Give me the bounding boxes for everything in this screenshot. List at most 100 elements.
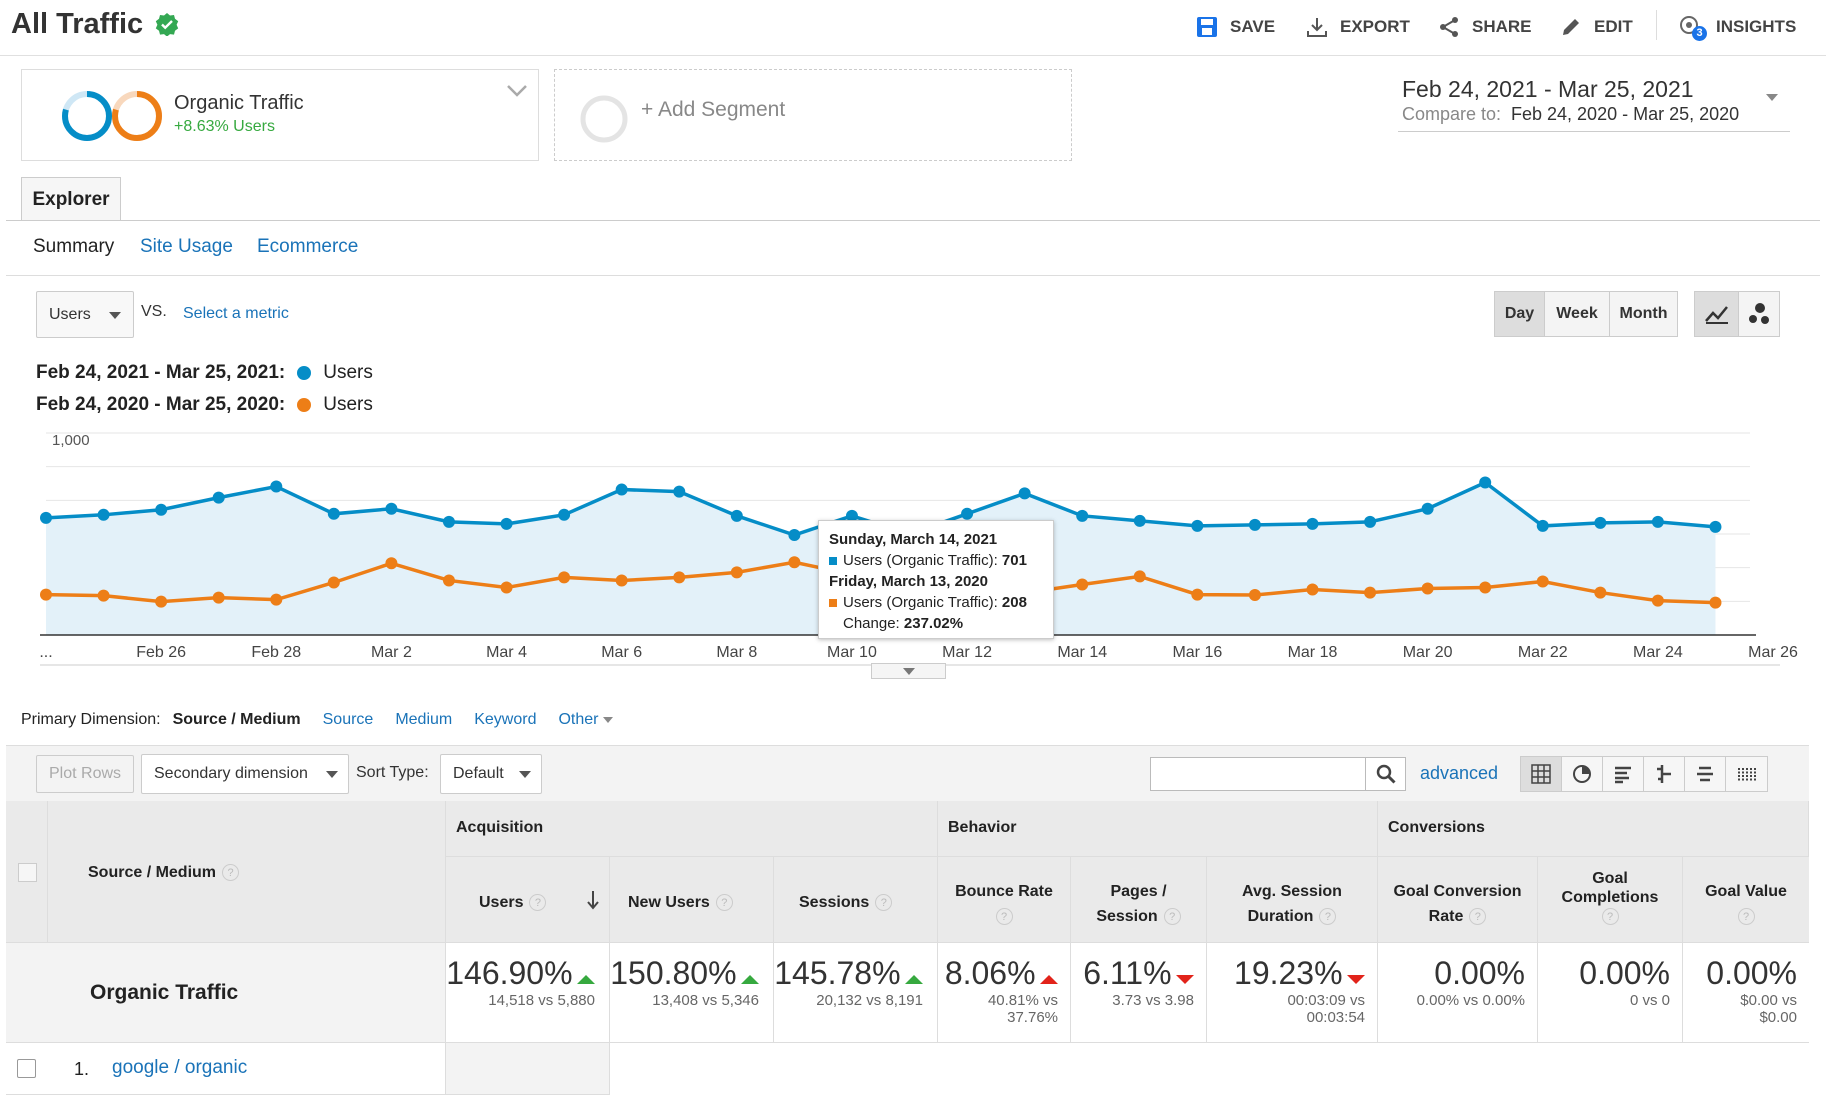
help-icon[interactable]: ?: [875, 894, 893, 912]
motion-chart-button[interactable]: [1738, 291, 1780, 337]
share-button[interactable]: SHARE: [1438, 12, 1532, 42]
legend-dot-blue-icon: [297, 366, 312, 380]
help-icon[interactable]: ?: [1469, 908, 1487, 926]
col-new-users-content: New Users?: [628, 894, 733, 912]
help-icon[interactable]: ?: [1737, 908, 1755, 926]
col-new-users[interactable]: New Users?: [610, 857, 774, 943]
line-chart-button[interactable]: [1694, 291, 1739, 337]
data-point: [1479, 581, 1492, 594]
y-tick-label: 1,000: [52, 432, 90, 449]
dimension-source-medium[interactable]: Source / Medium: [172, 711, 301, 728]
row-source-medium-link[interactable]: google / organic: [112, 1057, 248, 1078]
view-pie-button[interactable]: [1562, 757, 1603, 791]
summary-users-sub: 14,518 vs 5,880: [488, 992, 595, 1009]
data-point: [1133, 570, 1146, 583]
help-icon[interactable]: ?: [222, 864, 240, 882]
month-button[interactable]: Month: [1609, 291, 1678, 337]
dimension-other[interactable]: Other: [558, 711, 613, 729]
summary-goal-completions: 0.00% 0 vs 0: [1538, 943, 1683, 1043]
data-point: [1191, 519, 1204, 532]
secondary-dimension-select[interactable]: Secondary dimension: [141, 754, 349, 794]
view-comparison-button[interactable]: [1644, 757, 1685, 791]
advanced-link[interactable]: advanced: [1420, 763, 1499, 783]
save-button[interactable]: SAVE: [1196, 12, 1275, 42]
col-avg-session-duration[interactable]: Avg. Session Duration?: [1207, 857, 1378, 943]
up-arrow-red-icon: [1040, 975, 1058, 985]
col-users[interactable]: Users?: [446, 857, 610, 943]
subtab-summary[interactable]: Summary: [33, 236, 115, 257]
metric-select-value: Users: [49, 305, 91, 323]
tooltip-orange-swatch-icon: [829, 599, 837, 607]
date-range-picker[interactable]: Feb 24, 2021 - Mar 25, 2021 Compare to: …: [1398, 74, 1790, 132]
data-point: [442, 515, 455, 528]
x-tick-label: Mar 20: [1403, 644, 1453, 661]
help-icon[interactable]: ?: [529, 894, 547, 912]
dimension-other-label: Other: [558, 711, 599, 728]
help-icon[interactable]: ?: [995, 908, 1013, 926]
summary-bounce-rate: 8.06% 40.81% vs 37.76%: [938, 943, 1071, 1043]
dimension-keyword[interactable]: Keyword: [474, 711, 537, 728]
chevron-down-icon[interactable]: [506, 84, 528, 98]
dimension-header[interactable]: Source / Medium?: [48, 801, 446, 943]
tab-explorer[interactable]: Explorer: [21, 177, 121, 220]
col-avg-label-line1: Avg. Session: [1242, 883, 1342, 900]
view-bar-button[interactable]: [1603, 757, 1644, 791]
subtab-site-usage[interactable]: Site Usage: [140, 236, 233, 257]
sort-type-select[interactable]: Default: [440, 754, 542, 794]
day-button[interactable]: Day: [1494, 291, 1545, 337]
segment-organic-traffic[interactable]: Organic Traffic +8.63% Users: [21, 69, 539, 161]
data-point: [500, 517, 513, 530]
caret-down-icon: [109, 312, 121, 319]
col-sessions[interactable]: Sessions?: [774, 857, 938, 943]
dimension-medium[interactable]: Medium: [395, 711, 453, 728]
col-goal-value[interactable]: Goal Value ?: [1683, 857, 1809, 943]
view-table-button[interactable]: [1521, 757, 1562, 791]
data-point: [1133, 514, 1146, 527]
view-term-cloud-button[interactable]: [1685, 757, 1726, 791]
view-pivot-button[interactable]: [1726, 757, 1767, 791]
select-metric-link[interactable]: Select a metric: [183, 305, 289, 322]
legend-metric: Users: [323, 362, 373, 383]
data-point: [500, 581, 513, 594]
col-pages-session[interactable]: Pages / Session?: [1071, 857, 1207, 943]
help-icon[interactable]: ?: [715, 894, 733, 912]
data-point: [270, 593, 283, 606]
summary-sessions-value: 145.78%: [774, 955, 901, 991]
col-goal-completions[interactable]: Goal Completions ?: [1538, 857, 1683, 943]
summary-gcr-sub: 0.00% vs 0.00%: [1416, 992, 1525, 1009]
select-all-checkbox[interactable]: [18, 863, 37, 882]
col-gcr-label-line2: Rate: [1428, 908, 1464, 925]
tab-divider: [6, 220, 1820, 221]
edit-button[interactable]: EDIT: [1560, 12, 1633, 42]
col-goal-conversion-rate[interactable]: Goal Conversion Rate?: [1378, 857, 1538, 943]
export-button[interactable]: EXPORT: [1306, 12, 1410, 42]
table-search-input[interactable]: [1150, 757, 1366, 791]
chart-collapse-handle[interactable]: [871, 663, 946, 679]
search-button[interactable]: [1366, 757, 1406, 791]
subtab-ecommerce[interactable]: Ecommerce: [257, 236, 359, 257]
metric-select[interactable]: Users: [36, 291, 134, 338]
dimension-source[interactable]: Source: [322, 711, 374, 728]
report-header: All Traffic SAVE EXPORT SHARE EDIT 3 INS…: [0, 0, 1826, 56]
add-segment-box[interactable]: + Add Segment: [554, 69, 1072, 161]
summary-bounce-value: 8.06%: [944, 955, 1036, 991]
data-point: [1536, 519, 1549, 532]
down-arrow-red-icon: [1176, 975, 1194, 985]
week-button[interactable]: Week: [1544, 291, 1610, 337]
summary-pages-session: 6.11% 3.73 vs 3.98: [1071, 943, 1207, 1043]
summary-gv-sub1: $0.00 vs: [1740, 992, 1797, 1009]
plot-rows-button[interactable]: Plot Rows: [36, 755, 134, 793]
data-point: [730, 566, 743, 579]
add-segment-label: + Add Segment: [641, 98, 786, 121]
data-point: [1421, 582, 1434, 595]
insights-button[interactable]: 3 INSIGHTS: [1678, 12, 1796, 42]
grid-icon: [1531, 764, 1551, 784]
row-checkbox[interactable]: [17, 1059, 36, 1078]
page-title: All Traffic: [11, 8, 179, 41]
data-point: [327, 576, 340, 589]
col-bounce-rate[interactable]: Bounce Rate ?: [938, 857, 1071, 943]
help-icon[interactable]: ?: [1319, 908, 1337, 926]
help-icon[interactable]: ?: [1601, 908, 1619, 926]
pencil-icon: [1563, 19, 1579, 35]
help-icon[interactable]: ?: [1163, 908, 1181, 926]
